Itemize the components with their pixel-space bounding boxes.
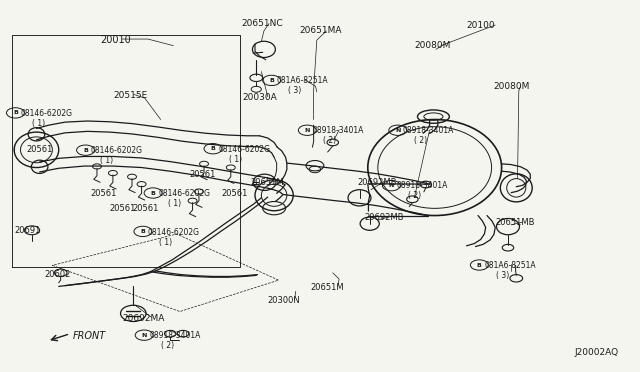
Text: ( 3): ( 3) bbox=[496, 271, 509, 280]
Text: 20100: 20100 bbox=[467, 21, 495, 30]
Text: ( 1): ( 1) bbox=[168, 199, 182, 208]
Text: 20651MB: 20651MB bbox=[495, 218, 535, 227]
Text: B: B bbox=[477, 263, 482, 267]
Text: 20651M: 20651M bbox=[250, 178, 284, 187]
Text: ( 2): ( 2) bbox=[323, 136, 336, 145]
Text: ( 1): ( 1) bbox=[100, 156, 113, 166]
Text: FRONT: FRONT bbox=[73, 331, 106, 340]
Text: B: B bbox=[150, 190, 156, 196]
Text: B: B bbox=[140, 229, 145, 234]
Text: B: B bbox=[13, 110, 18, 115]
Text: 20692MB: 20692MB bbox=[365, 213, 404, 222]
Text: ( 1): ( 1) bbox=[32, 119, 45, 128]
Text: B: B bbox=[211, 146, 216, 151]
Text: ( 2): ( 2) bbox=[414, 136, 428, 145]
Text: 08918-3401A: 08918-3401A bbox=[150, 331, 201, 340]
Text: 20561: 20561 bbox=[189, 170, 216, 179]
Text: B: B bbox=[83, 148, 88, 153]
Text: 08146-6202G: 08146-6202G bbox=[158, 189, 210, 198]
Text: 20602: 20602 bbox=[45, 270, 71, 279]
Text: B: B bbox=[269, 78, 274, 83]
Text: 20080M: 20080M bbox=[414, 41, 451, 50]
Text: J20002AQ: J20002AQ bbox=[574, 347, 618, 357]
Text: 20561: 20561 bbox=[221, 189, 248, 198]
Text: 08146-6202G: 08146-6202G bbox=[20, 109, 72, 118]
Text: 20651NC: 20651NC bbox=[241, 19, 283, 28]
Text: 08918-3401A: 08918-3401A bbox=[403, 126, 454, 135]
Text: 08146-6202G: 08146-6202G bbox=[148, 228, 200, 237]
Text: 08146-6202G: 08146-6202G bbox=[91, 147, 143, 155]
Text: 20691: 20691 bbox=[14, 226, 40, 235]
Text: N: N bbox=[395, 128, 401, 133]
Text: ( 1): ( 1) bbox=[159, 238, 173, 247]
Text: 20080M: 20080M bbox=[493, 82, 530, 91]
Text: N: N bbox=[141, 333, 147, 338]
Text: 20515E: 20515E bbox=[113, 91, 147, 100]
Text: 20300N: 20300N bbox=[268, 296, 301, 305]
Text: N: N bbox=[305, 128, 310, 133]
Text: 081A6-8251A: 081A6-8251A bbox=[484, 261, 536, 270]
Text: 20692MB: 20692MB bbox=[357, 178, 396, 187]
Text: 20692MA: 20692MA bbox=[122, 314, 165, 323]
Text: 08918-3401A: 08918-3401A bbox=[312, 126, 364, 135]
Text: 20651M: 20651M bbox=[310, 283, 344, 292]
Text: ( 2): ( 2) bbox=[161, 341, 174, 350]
Text: 20561: 20561 bbox=[27, 145, 53, 154]
Text: N: N bbox=[388, 183, 394, 188]
Text: 081A6-8251A: 081A6-8251A bbox=[276, 76, 328, 85]
Text: 20561: 20561 bbox=[91, 189, 117, 198]
Text: ( 2): ( 2) bbox=[408, 192, 421, 201]
Text: ( 3): ( 3) bbox=[288, 86, 301, 95]
Text: 20651MA: 20651MA bbox=[300, 26, 342, 35]
Text: 20561: 20561 bbox=[132, 203, 158, 213]
Text: 20030A: 20030A bbox=[243, 93, 277, 102]
Text: ( 1): ( 1) bbox=[229, 154, 242, 164]
Text: 08918-3401A: 08918-3401A bbox=[396, 182, 448, 190]
Text: 08146-6202G: 08146-6202G bbox=[218, 145, 270, 154]
Text: 20561: 20561 bbox=[109, 203, 136, 213]
Text: 20010: 20010 bbox=[100, 35, 131, 45]
